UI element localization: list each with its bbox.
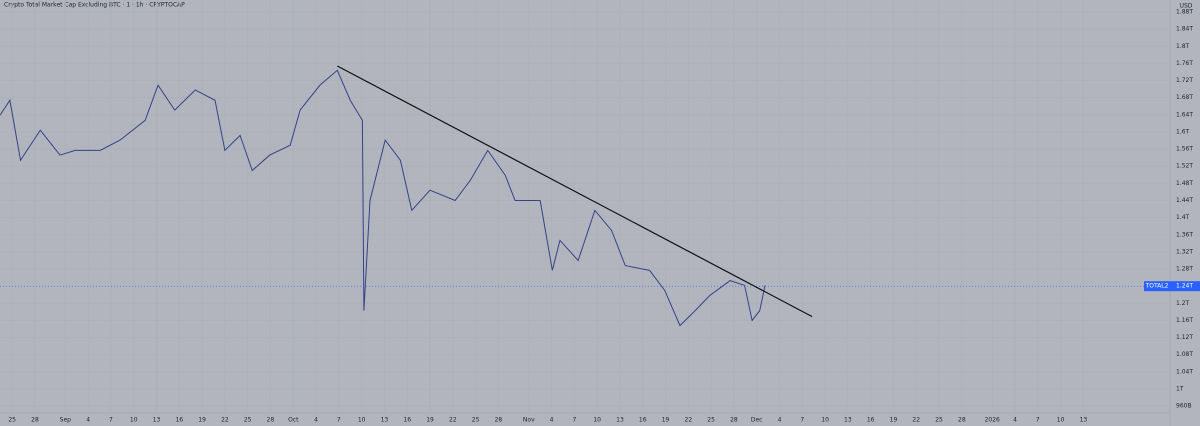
x-tick-label: 19 — [662, 417, 670, 424]
x-tick-label: 4 — [550, 417, 554, 424]
x-tick-label: 16 — [867, 417, 875, 424]
y-tick-label: 1.28T — [1176, 266, 1193, 273]
x-tick-label: 2026 — [985, 417, 1000, 424]
y-tick-label: 1.72T — [1176, 77, 1193, 84]
x-tick-label: 10 — [130, 417, 138, 424]
x-tick-label: 28 — [31, 417, 39, 424]
y-tick-label: 1.64T — [1176, 111, 1193, 118]
x-tick-label: 25 — [8, 417, 16, 424]
y-tick-label: 1.6T — [1176, 128, 1190, 135]
x-tick-label: 22 — [221, 417, 229, 424]
x-tick-label: 25 — [935, 417, 943, 424]
x-tick-label: 4 — [778, 417, 782, 424]
y-tick-label: 1.04T — [1176, 368, 1193, 375]
x-tick-label: 10 — [593, 417, 601, 424]
x-tick-label: 16 — [403, 417, 411, 424]
y-tick-label: 1.48T — [1176, 180, 1193, 187]
x-tick-label: 4 — [314, 417, 318, 424]
x-tick-label: 4 — [86, 417, 90, 424]
y-tick-label: 1.08T — [1176, 351, 1193, 358]
y-tick-label: 1.56T — [1176, 146, 1193, 153]
x-tick-label: Sep — [60, 417, 72, 424]
x-tick-label: Nov — [523, 417, 535, 424]
y-tick-label: 1.12T — [1176, 334, 1193, 341]
y-tick-label: 1.52T — [1176, 163, 1193, 170]
series-badge — [1144, 281, 1170, 292]
x-tick-label: 25 — [244, 417, 252, 424]
trendline — [337, 65, 813, 318]
x-tick-label: 25 — [472, 417, 480, 424]
x-tick-label: 28 — [730, 417, 738, 424]
last-price-badge — [1170, 281, 1200, 292]
x-tick-label: 28 — [267, 417, 275, 424]
x-tick-label: 13 — [616, 417, 624, 424]
x-tick-label: 7 — [1036, 417, 1040, 424]
series-name-label: TOTAL2 — [1145, 283, 1169, 290]
y-tick-label: 1.8T — [1176, 43, 1190, 50]
x-tick-label: 10 — [1057, 417, 1065, 424]
x-tick-label: 4 — [1013, 417, 1017, 424]
x-tick-label: Oct — [288, 417, 299, 424]
x-tick-label: 16 — [639, 417, 647, 424]
price-line — [0, 69, 766, 327]
x-tick-label: 7 — [337, 417, 341, 424]
x-tick-label: 7 — [800, 417, 804, 424]
x-tick-label: 19 — [890, 417, 898, 424]
x-tick-label: 13 — [381, 417, 389, 424]
y-tick-label: 1.32T — [1176, 248, 1193, 255]
x-tick-label: 16 — [175, 417, 183, 424]
x-tick-label: 28 — [958, 417, 966, 424]
x-tick-label: 22 — [912, 417, 920, 424]
x-tick-label: 19 — [198, 417, 206, 424]
x-tick-label: 19 — [426, 417, 434, 424]
x-tick-label: 28 — [495, 417, 503, 424]
x-tick-label: 13 — [844, 417, 852, 424]
y-tick-label: 1.16T — [1176, 317, 1193, 324]
x-tick-label: 7 — [572, 417, 576, 424]
y-tick-label: 1.36T — [1176, 231, 1193, 238]
y-tick-label: 1.76T — [1176, 60, 1193, 67]
y-tick-label: 1.4T — [1176, 214, 1190, 221]
chart-title: Crypto Total Market Cap Excluding BTC · … — [4, 2, 185, 9]
y-tick-label: 1T — [1176, 386, 1184, 393]
x-tick-label: 22 — [449, 417, 457, 424]
currency-label: USD — [1180, 3, 1193, 10]
y-tick-label: 960B — [1176, 403, 1192, 410]
x-tick-label: Dec — [751, 417, 763, 424]
x-tick-label: 10 — [358, 417, 366, 424]
y-tick-label: 1.2T — [1176, 300, 1190, 307]
y-tick-label: 1.44T — [1176, 197, 1193, 204]
x-tick-label: 7 — [109, 417, 113, 424]
last-price-label: 1.24T — [1176, 283, 1193, 290]
x-tick-label: 25 — [707, 417, 715, 424]
y-tick-label: 1.68T — [1176, 94, 1193, 101]
y-tick-label: 1.84T — [1176, 26, 1193, 33]
x-tick-label: 13 — [1080, 417, 1088, 424]
x-tick-label: 22 — [685, 417, 693, 424]
y-tick-label: 1.88T — [1176, 8, 1193, 15]
x-tick-label: 13 — [153, 417, 161, 424]
x-tick-label: 10 — [821, 417, 829, 424]
